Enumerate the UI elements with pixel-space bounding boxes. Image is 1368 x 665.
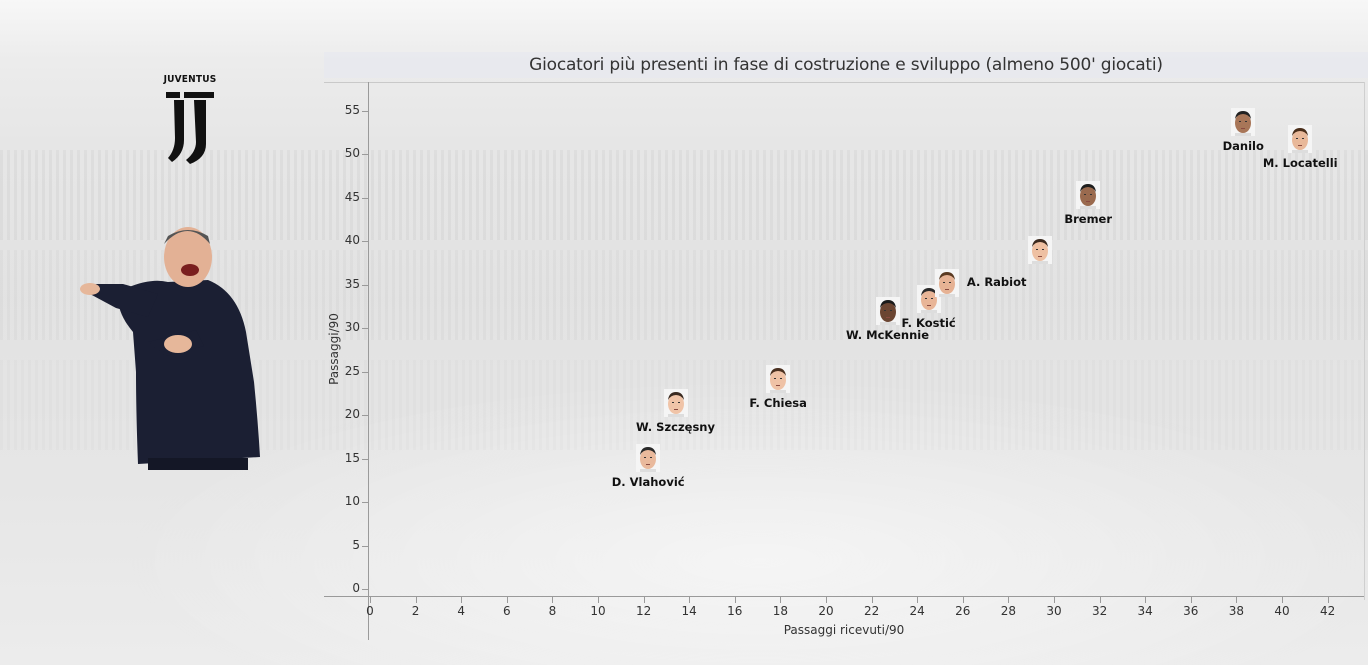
x-tick (826, 597, 827, 603)
x-tick (370, 597, 371, 603)
y-tick (362, 371, 368, 373)
y-tick-label: 15 (344, 450, 360, 465)
y-tick (362, 502, 368, 503)
y-tick (362, 241, 368, 242)
y-tick (362, 328, 368, 329)
y-tick (362, 458, 368, 460)
player-label: W. Szczęsny (636, 419, 715, 434)
y-tick-label: 30 (344, 320, 360, 334)
x-tick-label: 40 (1274, 604, 1290, 618)
x-tick (689, 597, 691, 603)
y-axis-line (368, 82, 369, 640)
coach-photo (80, 227, 260, 470)
x-tick (1282, 597, 1283, 603)
plot-border-top (324, 82, 1365, 83)
x-tick (1236, 597, 1238, 603)
player-label: A. Rabiot (966, 274, 1027, 289)
y-tick (362, 545, 368, 547)
x-tick-label: 4 (457, 604, 465, 618)
x-tick-label: 22 (863, 604, 880, 618)
scatter-plot: Passaggi/90 Passaggi ricevuti/90 0 5 10 15 2… (324, 82, 1368, 642)
x-tick-label: 20 (818, 604, 834, 618)
y-tick-label: 40 (344, 233, 360, 247)
y-tick-label: 35 (344, 276, 360, 291)
y-tick (362, 415, 368, 416)
x-tick-label: 26 (955, 604, 971, 618)
player-label: F. Chiesa (749, 396, 807, 411)
chart-title-bar: Giocatori più presenti in fase di costru… (324, 52, 1368, 78)
x-tick-label: 14 (681, 604, 697, 618)
y-tick (362, 589, 368, 590)
player-label: Danilo (1222, 138, 1264, 153)
y-tick (362, 110, 368, 112)
x-tick-label: 38 (1228, 604, 1245, 618)
player-face-icon (875, 296, 900, 325)
x-tick (643, 597, 645, 603)
player-face-icon (766, 365, 791, 394)
x-tick (917, 597, 919, 603)
x-tick (506, 597, 508, 603)
player-face-icon (1288, 125, 1313, 154)
y-tick-label: 55 (344, 102, 360, 117)
x-tick-label: 28 (1000, 604, 1017, 618)
x-tick (552, 597, 554, 603)
x-tick (1327, 597, 1329, 603)
player-face-icon (636, 443, 661, 472)
player-face-icon (663, 388, 688, 417)
player-face-icon (1028, 235, 1053, 264)
x-tick-label: 6 (502, 604, 511, 618)
player-face-icon (916, 285, 941, 314)
x-tick (1190, 597, 1192, 603)
x-axis-line (324, 596, 1364, 597)
y-tick-label: 50 (344, 146, 360, 160)
player-label: F. Kostić (901, 316, 956, 331)
x-tick (962, 597, 964, 603)
x-tick (780, 597, 782, 603)
x-tick-label: 24 (909, 604, 925, 618)
chart-title: Giocatori più presenti in fase di costru… (529, 55, 1163, 75)
player-face-icon (1076, 180, 1101, 209)
player-label: D. Vlahović (611, 474, 685, 489)
x-tick (1008, 597, 1010, 603)
x-tick-label: 34 (1137, 604, 1153, 618)
x-tick (734, 597, 736, 603)
juventus-logo: JUVENTUS (160, 74, 220, 166)
x-tick-label: 2 (411, 604, 420, 618)
y-tick-label: 0 (352, 581, 360, 595)
x-tick (1145, 597, 1147, 603)
x-tick-label: 36 (1183, 604, 1199, 618)
player-label: Bremer (1064, 211, 1113, 226)
x-tick (1054, 597, 1055, 603)
y-tick-label: 5 (352, 537, 360, 552)
juventus-j-logo-icon (166, 92, 214, 164)
x-tick (1099, 597, 1101, 603)
x-tick (871, 597, 873, 603)
x-tick-label: 10 (590, 604, 606, 618)
x-tick-label: 16 (727, 604, 743, 618)
x-tick-label: 12 (635, 604, 652, 618)
x-tick-label: 32 (1091, 604, 1108, 618)
x-axis-title: Passaggi ricevuti/90 (783, 623, 905, 637)
player-face-icon (1231, 107, 1256, 136)
x-tick (598, 597, 599, 603)
player-label: W. McKennie (846, 327, 930, 342)
y-tick-label: 45 (344, 189, 360, 204)
x-tick-label: 18 (772, 604, 789, 618)
x-tick-label: 30 (1046, 604, 1062, 618)
plot-border-right (1364, 82, 1365, 600)
y-tick-label: 10 (344, 494, 360, 508)
x-tick (415, 597, 417, 603)
y-tick-label: 20 (344, 407, 360, 421)
player-face-icon (934, 268, 959, 297)
x-tick-label: 0 (366, 604, 374, 618)
y-tick (362, 284, 368, 286)
y-tick (362, 154, 368, 155)
player-label: M. Locatelli (1262, 156, 1338, 171)
y-tick-label: 25 (344, 363, 360, 378)
x-tick-label: 42 (1319, 604, 1336, 618)
club-name: JUVENTUS (163, 74, 217, 85)
x-tick (461, 597, 463, 603)
x-tick-label: 8 (548, 604, 557, 618)
y-tick (362, 197, 368, 199)
